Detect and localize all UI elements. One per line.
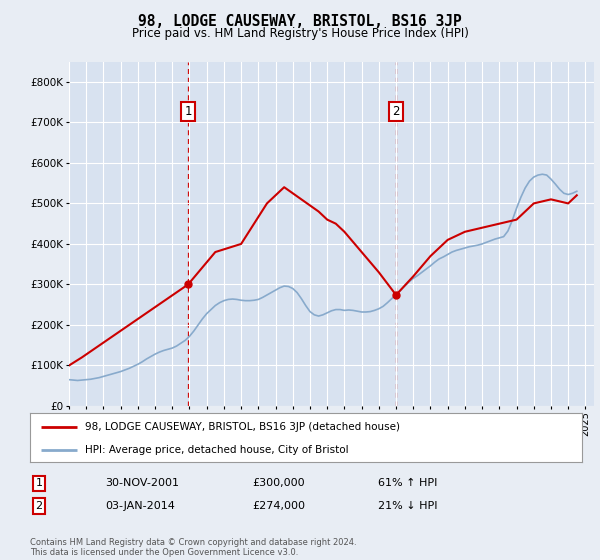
Text: 03-JAN-2014: 03-JAN-2014 xyxy=(105,501,175,511)
Text: 30-NOV-2001: 30-NOV-2001 xyxy=(105,478,179,488)
Text: 1: 1 xyxy=(184,105,192,118)
Text: £300,000: £300,000 xyxy=(252,478,305,488)
Text: 98, LODGE CAUSEWAY, BRISTOL, BS16 3JP: 98, LODGE CAUSEWAY, BRISTOL, BS16 3JP xyxy=(138,14,462,29)
Text: 1: 1 xyxy=(35,478,43,488)
Text: 2: 2 xyxy=(35,501,43,511)
Text: £274,000: £274,000 xyxy=(252,501,305,511)
Text: 21% ↓ HPI: 21% ↓ HPI xyxy=(378,501,437,511)
Text: 2: 2 xyxy=(392,105,400,118)
Text: 98, LODGE CAUSEWAY, BRISTOL, BS16 3JP (detached house): 98, LODGE CAUSEWAY, BRISTOL, BS16 3JP (d… xyxy=(85,422,400,432)
Text: 61% ↑ HPI: 61% ↑ HPI xyxy=(378,478,437,488)
Text: Price paid vs. HM Land Registry's House Price Index (HPI): Price paid vs. HM Land Registry's House … xyxy=(131,27,469,40)
Text: Contains HM Land Registry data © Crown copyright and database right 2024.
This d: Contains HM Land Registry data © Crown c… xyxy=(30,538,356,557)
Text: HPI: Average price, detached house, City of Bristol: HPI: Average price, detached house, City… xyxy=(85,445,349,455)
